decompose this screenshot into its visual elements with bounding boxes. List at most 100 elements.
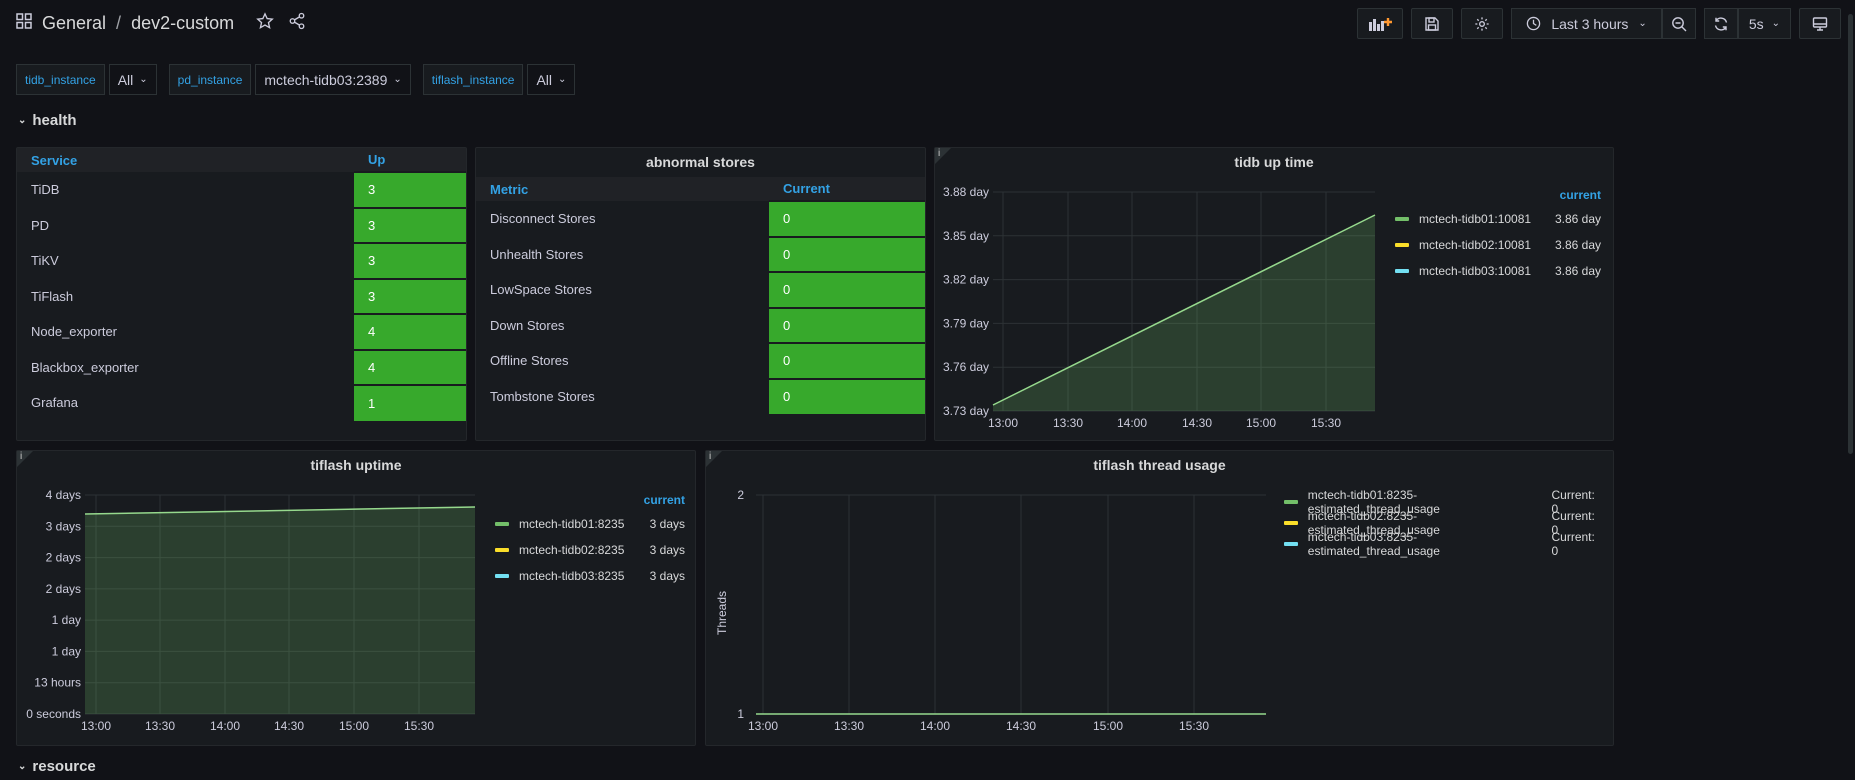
table-row: TiDB 3	[17, 171, 466, 208]
panel-title[interactable]: tidb up time	[1234, 154, 1314, 170]
panel-title[interactable]: tiflash uptime	[310, 457, 402, 473]
breadcrumb-separator: /	[116, 13, 122, 33]
legend-item[interactable]: mctech-tidb02:8235-estimated_thread_usag…	[1284, 509, 1604, 537]
table-row: TiKV 3	[17, 242, 466, 279]
row-title: resource	[32, 758, 96, 775]
column-header-up[interactable]: Up	[368, 152, 386, 167]
y-tick-label: 3.76 day	[943, 360, 989, 374]
legend-item[interactable]: mctech-tidb01:10081 3.86 day	[1395, 206, 1601, 232]
row-resource-toggle[interactable]: ⌄ resource	[18, 758, 96, 775]
cell-name: TiFlash	[31, 288, 74, 304]
cell-value: 0	[769, 342, 925, 379]
monitor-icon	[1812, 16, 1828, 31]
save-icon	[1425, 16, 1440, 31]
graph-legend: mctech-tidb01:8235-estimated_thread_usag…	[1284, 488, 1604, 558]
time-picker-button[interactable]: Last 3 hours ⌄	[1511, 8, 1662, 39]
save-dashboard-button[interactable]	[1411, 8, 1454, 39]
table-row: TiFlash 3	[17, 277, 466, 314]
column-header-current[interactable]: Current	[783, 181, 830, 196]
tv-mode-button[interactable]	[1799, 8, 1841, 39]
x-tick-label: 13:30	[1053, 416, 1083, 430]
dashboard-title[interactable]: dev2-custom	[131, 13, 235, 33]
tiflash-thread-usage-panel: i tiflash thread usage Threads 2 1 13:00 1…	[705, 450, 1614, 746]
column-header-service[interactable]: Service	[31, 152, 78, 168]
variable-label: tidb_instance	[16, 64, 105, 95]
table-row: Grafana 1	[17, 384, 466, 421]
y-axis-label: Threads	[715, 591, 729, 635]
select-value: mctech-tidb03:2389	[264, 71, 388, 88]
row-health-toggle[interactable]: ⌄ health	[18, 112, 77, 129]
legend-header-current[interactable]: current	[1559, 188, 1601, 202]
page-scrollbar[interactable]	[1848, 14, 1853, 454]
legend-series-name: mctech-tidb02:10081	[1419, 238, 1532, 252]
tiflash-instance-select[interactable]: All ⌄	[527, 64, 576, 95]
cell-value: 0	[769, 306, 925, 343]
panel-title[interactable]: abnormal stores	[646, 154, 755, 170]
tidb-instance-select[interactable]: All ⌄	[108, 64, 157, 95]
select-value: All	[536, 71, 553, 88]
legend-item[interactable]: mctech-tidb02:10081 3.86 day	[1395, 232, 1601, 258]
chevron-down-icon: ⌄	[393, 74, 402, 85]
tiflash-uptime-graph[interactable]: 4 days 3 days 2 days 2 days 1 day 1 day 13 hou…	[17, 451, 497, 747]
legend-item[interactable]: mctech-tidb03:8235-estimated_thread_usag…	[1284, 530, 1604, 558]
y-tick-label: 3 days	[46, 519, 81, 533]
legend-series-name: mctech-tidb02:8235-estimated_thread_usag…	[1307, 508, 1440, 537]
cell-name: Unhealth Stores	[490, 246, 584, 262]
y-tick-label: 2	[737, 488, 744, 502]
legend-value: 3 days	[649, 543, 685, 557]
x-tick-label: 14:00	[1117, 416, 1147, 430]
column-header-metric[interactable]: Metric	[490, 181, 529, 197]
pd-instance-select[interactable]: mctech-tidb03:2389 ⌄	[255, 64, 411, 95]
x-tick-label: 14:30	[274, 719, 304, 733]
x-tick-label: 15:00	[339, 719, 369, 733]
legend-header-current[interactable]: current	[643, 493, 685, 507]
cell-name: LowSpace Stores	[490, 282, 592, 298]
y-tick-label: 3.79 day	[943, 316, 989, 330]
variable-pd-instance: pd_instance mctech-tidb03:2389 ⌄	[168, 64, 411, 95]
abnormal-stores-panel: abnormal stores Metric Current Disconnec…	[475, 147, 926, 441]
series-swatch	[495, 574, 509, 578]
y-tick-label: 3.82 day	[943, 273, 989, 287]
legend-series-name: mctech-tidb03:8235	[519, 569, 625, 583]
x-tick-label: 13:00	[748, 719, 778, 733]
add-panel-button[interactable]	[1357, 8, 1404, 39]
legend-item[interactable]: mctech-tidb03:10081 3.86 day	[1395, 258, 1601, 284]
folder-link[interactable]: General	[42, 13, 107, 33]
legend-item[interactable]: mctech-tidb01:8235 3 days	[495, 511, 685, 537]
refresh-button[interactable]	[1703, 8, 1738, 39]
cell-value: 0	[769, 271, 925, 308]
dashboards-grid-icon[interactable]	[16, 13, 32, 34]
zoom-out-button[interactable]	[1661, 8, 1696, 39]
x-tick-label: 15:00	[1246, 416, 1276, 430]
share-icon[interactable]	[288, 12, 306, 35]
variable-tiflash-instance: tiflash_instance All ⌄	[422, 64, 576, 95]
graph-legend: current mctech-tidb01:10081 3.86 day mcte…	[1395, 188, 1601, 284]
panel-title[interactable]: tiflash thread usage	[1093, 457, 1226, 473]
cell-name: Node_exporter	[31, 324, 117, 340]
y-tick-label: 3.88 day	[943, 185, 989, 199]
cell-name: TiDB	[31, 182, 60, 198]
tiflash-thread-usage-graph[interactable]: Threads 2 1 13:00 13:30 14:00 14:30 15:00 15:3…	[706, 451, 1276, 747]
x-tick-label: 14:00	[210, 719, 240, 733]
refresh-interval-picker[interactable]: 5s ⌄	[1737, 8, 1791, 39]
tidb-uptime-graph[interactable]: 3.88 day 3.85 day 3.82 day 3.79 day 3.76 day…	[935, 148, 1395, 442]
legend-value: 3.86 day	[1554, 238, 1601, 252]
dashboard-settings-button[interactable]	[1461, 8, 1504, 39]
panel-info-corner[interactable]: i	[706, 451, 722, 467]
panel-info-corner[interactable]: i	[935, 148, 951, 164]
legend-item[interactable]: mctech-tidb02:8235 3 days	[495, 537, 685, 563]
top-navbar: General / dev2-custom Last 3 hours ⌄	[0, 0, 1855, 48]
gear-icon	[1475, 16, 1490, 31]
legend-item[interactable]: mctech-tidb01:8235-estimated_thread_usag…	[1284, 488, 1604, 516]
y-tick-label: 3.73 day	[943, 404, 989, 418]
y-tick-label: 1	[737, 707, 744, 721]
x-tick-label: 14:30	[1182, 416, 1212, 430]
x-tick-label: 13:00	[988, 416, 1018, 430]
table-row: Blackbox_exporter 4	[17, 348, 466, 385]
legend-item[interactable]: mctech-tidb03:8235 3 days	[495, 563, 685, 589]
star-icon[interactable]	[256, 12, 274, 35]
panel-info-corner[interactable]: i	[17, 451, 33, 467]
variable-tidb-instance: tidb_instance All ⌄	[16, 64, 157, 95]
y-tick-label: 13 hours	[34, 676, 81, 690]
add-panel-icon	[1369, 17, 1393, 31]
